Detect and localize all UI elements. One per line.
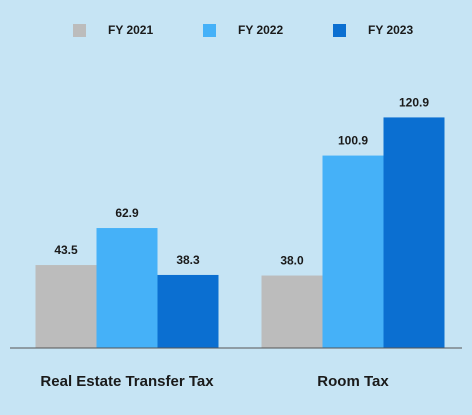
value-label: 38.3 <box>176 253 200 267</box>
legend-label: FY 2023 <box>368 23 413 37</box>
value-label: 100.9 <box>338 134 368 148</box>
legend-label: FY 2021 <box>108 23 153 37</box>
bar <box>261 275 323 348</box>
bar <box>96 228 158 348</box>
value-label: 43.5 <box>54 243 78 257</box>
legend-swatch <box>73 24 86 37</box>
value-label: 120.9 <box>399 96 429 110</box>
bar <box>322 155 384 348</box>
bar <box>157 274 219 348</box>
bar <box>35 265 97 348</box>
value-label: 38.0 <box>280 254 304 268</box>
bar <box>383 117 445 349</box>
category-label: Room Tax <box>317 373 389 390</box>
legend-swatch <box>203 24 216 37</box>
category-label: Real Estate Transfer Tax <box>40 373 214 390</box>
value-label: 62.9 <box>115 206 139 220</box>
legend-label: FY 2022 <box>238 23 283 37</box>
legend-swatch <box>333 24 346 37</box>
